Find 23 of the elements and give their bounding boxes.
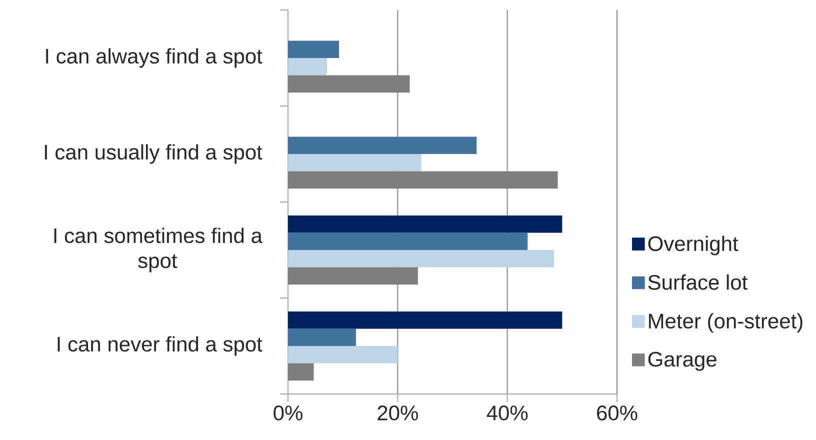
x-tick-label: 0% [274,406,302,420]
bar [288,328,356,346]
bar [288,58,327,76]
bar [288,346,398,364]
legend-label: Garage [648,352,716,371]
bar [288,363,314,381]
x-tick-label: 60% [597,406,638,420]
bar [288,154,422,172]
bar [288,250,554,268]
x-tick-label: 20% [378,406,418,420]
bar [288,232,528,250]
y-tick-label: I can never find a spot [58,336,262,356]
bar [288,40,339,58]
bar [288,311,562,329]
y-tick-label: I can sometimes find a spot [54,228,262,272]
legend-label: Overnight [648,236,738,256]
y-tick-label: I can always find a spot [46,48,262,68]
legend-label: Surface lot [648,274,748,290]
bar [288,215,562,233]
y-tick-label: I can usually find a spot [44,144,262,164]
x-tick-label: 40% [486,406,528,420]
bar [288,136,477,154]
legend-label: Meter (on-street) [649,313,802,333]
